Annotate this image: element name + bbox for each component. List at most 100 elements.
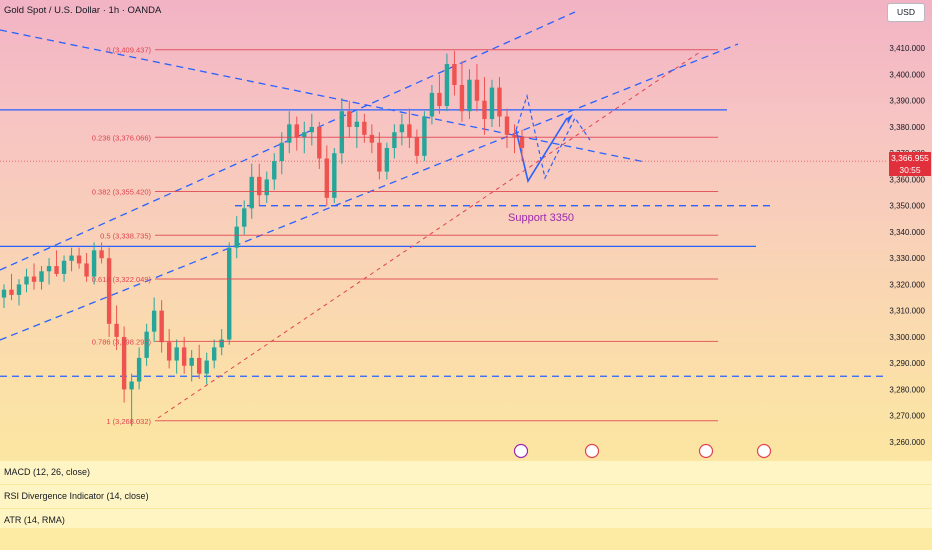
candle-body (136, 357, 142, 382)
descending-trendline (0, 29, 646, 163)
candle-body (84, 263, 89, 277)
candle-body (489, 87, 495, 120)
candle-body (377, 142, 382, 172)
candle-body (31, 276, 37, 282)
candle-body (264, 179, 269, 196)
candle-body (24, 276, 29, 285)
candle-body (317, 126, 322, 159)
y-tick-label: 3,300.000 (889, 333, 925, 342)
projection-arrowhead (567, 114, 573, 124)
candle-body (339, 111, 345, 154)
last-price: 3,366.955 (891, 153, 929, 163)
rising-support-line (157, 51, 701, 419)
chart-title: Gold Spot / U.S. Dollar · 1h · OANDA (4, 5, 162, 16)
fib-label: 0.618 (3,322.049) (92, 275, 152, 284)
y-tick-label: 3,410.000 (889, 44, 925, 53)
candle-body (159, 310, 164, 343)
candle-body (459, 84, 465, 112)
indicator-rsi[interactable]: RSI Divergence Indicator (14, close) (0, 485, 932, 508)
candle-body (257, 176, 262, 196)
candle-body (482, 100, 487, 120)
candle-body (332, 153, 337, 198)
candle-body (519, 137, 525, 148)
projection-dashed (515, 93, 591, 180)
candle-body (234, 226, 239, 248)
fib-label: 0.236 (3,376.066) (92, 133, 152, 142)
candle-body (144, 331, 149, 358)
channel-lower (0, 43, 739, 341)
candle-body (429, 92, 435, 117)
y-tick-label: 3,340.000 (889, 228, 925, 237)
candle-body (504, 116, 510, 135)
candle-body (354, 121, 360, 127)
candle-body (309, 126, 314, 133)
y-tick-label: 3,390.000 (889, 97, 925, 106)
candles (1, 50, 525, 427)
y-tick-label: 3,400.000 (889, 70, 925, 79)
event-markers (513, 443, 772, 459)
fib-levels: 0 (3,409.437) 0.236 (3,376.066) 0.382 (3,3… (92, 46, 718, 426)
candle-body (444, 63, 450, 106)
candle-body (16, 284, 22, 295)
candle-body (347, 111, 352, 127)
candle-body (384, 147, 390, 172)
candle-body (61, 260, 67, 274)
candle-body (189, 357, 194, 366)
y-tick-label: 3,260.000 (889, 438, 925, 447)
candle-body (196, 357, 202, 374)
drawings: Support 3350 (0, 11, 886, 419)
candle-body (166, 342, 172, 361)
fib-label: 1 (3,268.032) (106, 417, 151, 426)
y-tick-label: 3,280.000 (889, 385, 925, 394)
y-tick-label: 3,380.000 (889, 123, 925, 132)
candle-body (174, 347, 179, 361)
candle-body (91, 250, 97, 277)
y-tick-label: 3,320.000 (889, 280, 925, 289)
candle-body (99, 250, 104, 259)
candle-body (497, 87, 502, 117)
candle-body (324, 158, 330, 198)
y-tick-label: 3,310.000 (889, 307, 925, 316)
event-marker (756, 443, 772, 459)
indicator-atr[interactable]: ATR (14, RMA) (0, 509, 932, 532)
candle-body (151, 310, 157, 332)
candle-body (227, 247, 232, 340)
last-price-tag: 3,366.955 30:55 (889, 152, 931, 176)
candle-body (39, 271, 44, 282)
candle-body (46, 266, 52, 272)
candle-body (287, 124, 292, 143)
candle-body (362, 121, 367, 135)
y-tick-label: 3,330.000 (889, 254, 925, 263)
y-tick-label: 3,270.000 (889, 412, 925, 421)
candle-body (414, 137, 420, 156)
currency-button[interactable]: USD (887, 3, 925, 22)
time-axis[interactable] (0, 528, 932, 550)
fib-label: 0.5 (3,338.735) (100, 231, 151, 240)
candle-body (69, 255, 74, 261)
candle-body (422, 116, 427, 156)
y-tick-label: 3,350.000 (889, 202, 925, 211)
candle-body (219, 339, 224, 348)
candle-body (407, 124, 412, 138)
candle-body (9, 289, 14, 295)
candle-body (272, 161, 277, 180)
fib-label: 0.382 (3,355.420) (92, 187, 152, 196)
candle-body (76, 255, 82, 264)
candle-body (1, 289, 7, 298)
event-marker (698, 443, 714, 459)
support-annotation: Support 3350 (508, 212, 574, 224)
candle-body (181, 347, 187, 366)
indicator-macd[interactable]: MACD (12, 26, close) (0, 461, 932, 484)
candle-body (474, 79, 480, 101)
y-tick-label: 3,360.000 (889, 175, 925, 184)
candle-body (121, 336, 127, 390)
candle-body (452, 63, 457, 85)
candle-body (399, 124, 405, 133)
countdown: 30:55 (899, 165, 921, 175)
candle-body (129, 381, 134, 390)
candle-body (54, 266, 59, 274)
event-marker (584, 443, 600, 459)
fib-label: 0.786 (3,298.295) (92, 337, 152, 346)
price-axis: 3,260.000 3,270.000 3,280.000 3,290.000 3,30… (889, 44, 925, 447)
